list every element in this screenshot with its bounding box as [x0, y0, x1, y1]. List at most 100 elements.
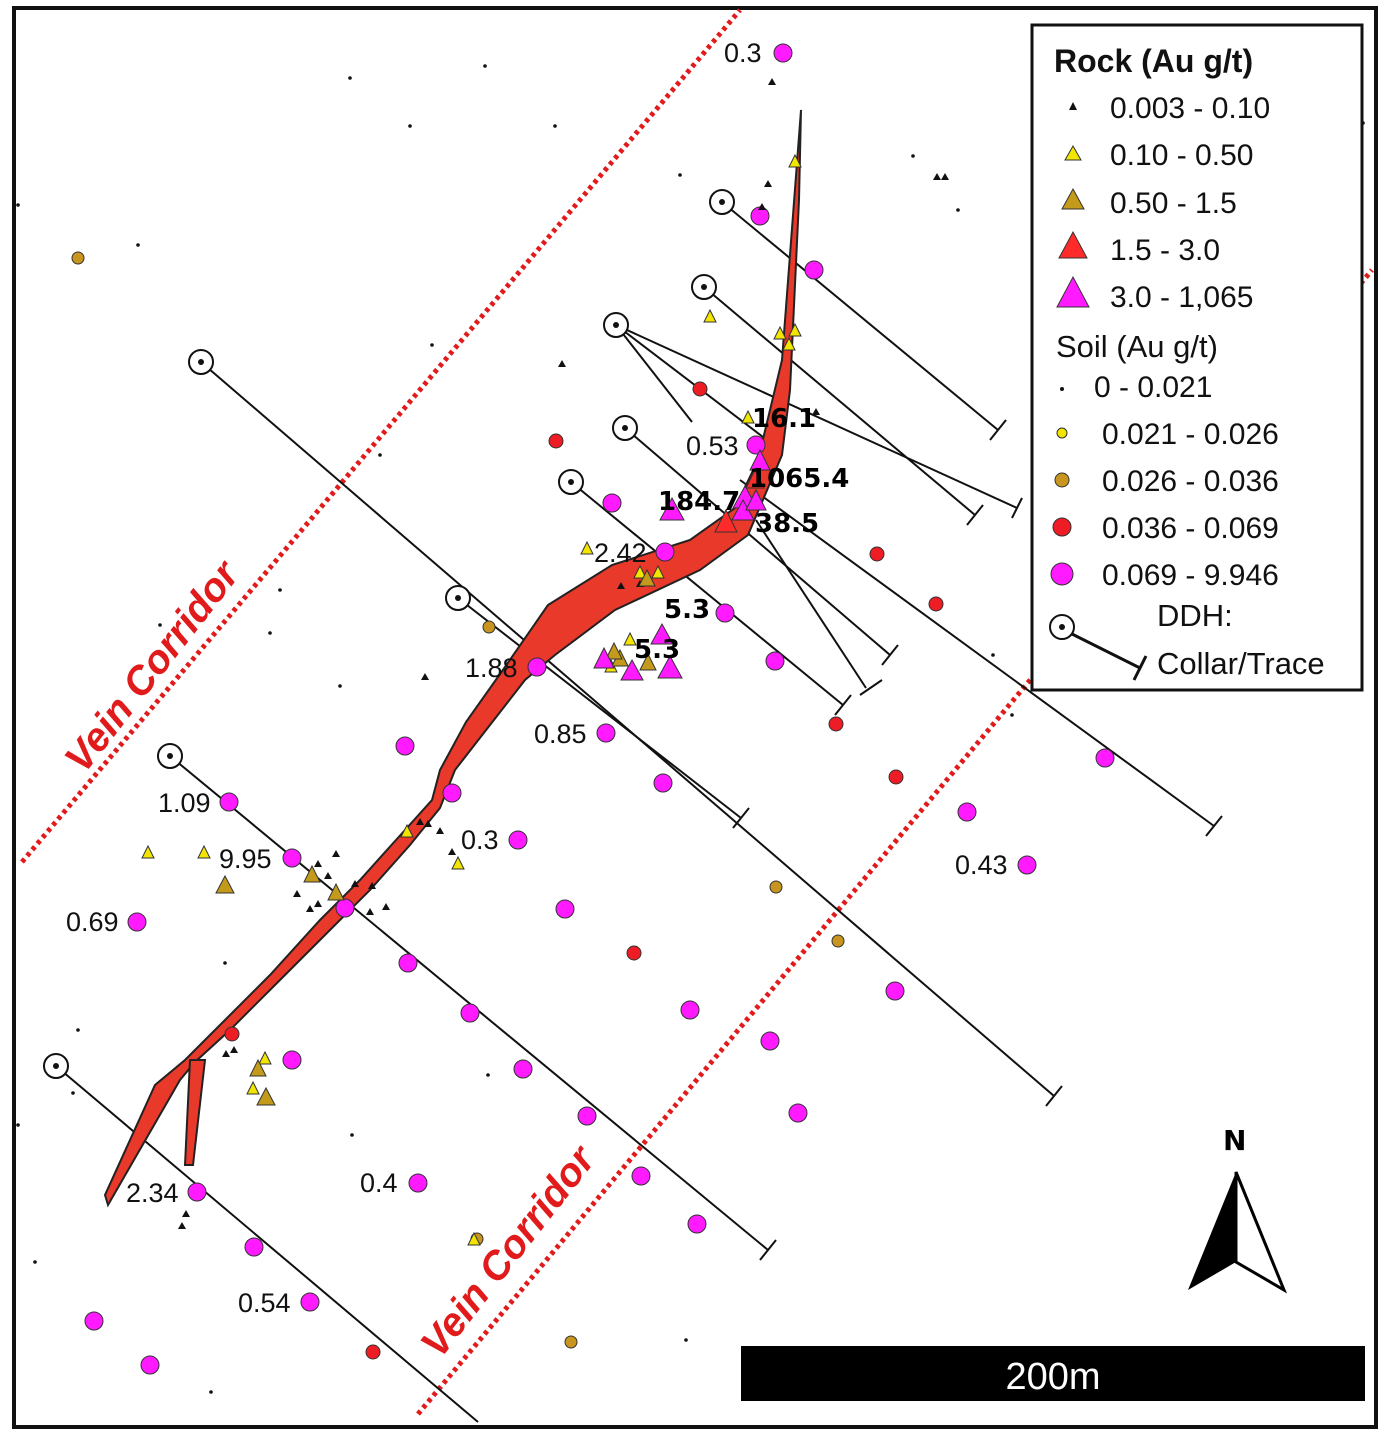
soil-sample — [128, 913, 146, 931]
sample-label: 0.43 — [955, 850, 1008, 880]
ddh-collar — [604, 313, 628, 337]
sample-label: 0.53 — [686, 431, 739, 461]
soil-sample — [681, 1001, 699, 1019]
soil-sample — [72, 252, 84, 264]
sample-label: 16.1 — [752, 404, 816, 434]
soil-sample — [556, 900, 574, 918]
sample-label: 38.5 — [755, 509, 819, 539]
ddh-collar — [559, 470, 583, 494]
legend-rock-item: 3.0 - 1,065 — [1110, 281, 1253, 314]
soil-sample — [766, 652, 784, 670]
soil-sample — [747, 436, 765, 454]
legend-ddh-label: Collar/Trace — [1157, 646, 1325, 681]
soil-sample — [283, 849, 301, 867]
ddh-collar — [613, 416, 637, 440]
soil-sample — [528, 658, 546, 676]
circle-icon — [1053, 518, 1071, 536]
legend-rock-title: Rock (Au g/t) — [1054, 43, 1253, 79]
sample-label: 0.85 — [534, 719, 587, 749]
legend-rock-item: 0.003 - 0.10 — [1110, 92, 1270, 125]
soil-sample — [627, 946, 641, 960]
soil-sample — [565, 1336, 577, 1348]
soil-sample — [1096, 749, 1114, 767]
soil-sample — [483, 621, 495, 633]
soil-sample — [399, 954, 417, 972]
legend-rock-item: 1.5 - 3.0 — [1110, 234, 1220, 267]
scale-bar: 200m — [741, 1346, 1365, 1401]
legend-soil-title: Soil (Au g/t) — [1056, 329, 1218, 364]
legend-soil-item: 0 - 0.021 — [1094, 371, 1212, 404]
soil-sample — [396, 737, 414, 755]
legend-rock-item: 0.50 - 1.5 — [1110, 187, 1237, 220]
soil-sample — [693, 382, 707, 396]
sample-label: 0.4 — [360, 1168, 398, 1198]
sample-label: 0.3 — [724, 38, 762, 68]
ddh-collar — [44, 1054, 68, 1078]
map-legend: Rock (Au g/t) 0.003 - 0.10 0.10 - 0.50 0… — [1032, 25, 1362, 690]
soil-sample — [716, 604, 734, 622]
legend-rock-item: 0.10 - 0.50 — [1110, 139, 1253, 172]
soil-sample — [578, 1107, 596, 1125]
circle-icon — [1057, 428, 1067, 438]
soil-sample — [770, 881, 782, 893]
sample-label: 2.42 — [594, 538, 647, 568]
soil-sample — [789, 1104, 807, 1122]
soil-sample — [832, 935, 844, 947]
soil-sample — [1018, 856, 1036, 874]
scale-bar-label: 200m — [1005, 1356, 1100, 1398]
soil-sample — [409, 1174, 427, 1192]
soil-sample — [958, 803, 976, 821]
soil-sample — [603, 494, 621, 512]
legend-soil-item: 0.021 - 0.026 — [1102, 418, 1279, 451]
soil-sample — [141, 1356, 159, 1374]
ddh-collar — [710, 190, 734, 214]
soil-sample — [654, 774, 672, 792]
soil-sample — [301, 1293, 319, 1311]
sample-label: 5.3 — [634, 635, 680, 665]
sample-label: 1065.4 — [749, 464, 849, 494]
soil-sample — [688, 1215, 706, 1233]
soil-sample — [514, 1060, 532, 1078]
soil-sample — [829, 717, 843, 731]
soil-sample — [509, 831, 527, 849]
sample-label: 184.7 — [658, 487, 740, 517]
soil-sample — [443, 784, 461, 802]
soil-sample — [461, 1004, 479, 1022]
legend-soil-item: 0.026 - 0.036 — [1102, 465, 1279, 498]
soil-sample — [761, 1032, 779, 1050]
circle-icon — [1051, 563, 1073, 585]
legend-soil-item: 0.036 - 0.069 — [1102, 512, 1279, 545]
soil-sample — [245, 1238, 263, 1256]
soil-sample — [366, 1345, 380, 1359]
soil-sample — [220, 793, 238, 811]
soil-sample — [336, 899, 354, 917]
north-label: N — [1223, 1124, 1246, 1157]
legend-ddh-label: DDH: — [1157, 598, 1233, 633]
soil-sample — [805, 261, 823, 279]
soil-sample — [889, 770, 903, 784]
sample-label: 0.54 — [238, 1288, 291, 1318]
dot-icon — [1060, 387, 1064, 391]
sample-label: 0.3 — [461, 825, 499, 855]
soil-sample — [85, 1312, 103, 1330]
soil-sample — [225, 1027, 239, 1041]
soil-sample — [929, 597, 943, 611]
ddh-collar — [446, 586, 470, 610]
sample-label: 1.09 — [158, 788, 211, 818]
sample-label: 0.69 — [66, 907, 119, 937]
ddh-collar — [692, 275, 716, 299]
soil-sample — [549, 434, 563, 448]
soil-sample — [870, 547, 884, 561]
ddh-collar — [189, 350, 213, 374]
sample-label: 2.34 — [126, 1178, 179, 1208]
soil-sample — [188, 1183, 206, 1201]
soil-sample — [597, 724, 615, 742]
ddh-collar — [158, 744, 182, 768]
soil-sample — [656, 543, 674, 561]
sample-label: 1.88 — [465, 653, 518, 683]
sample-label: 9.95 — [219, 844, 272, 874]
soil-sample — [774, 44, 792, 62]
soil-sample — [632, 1167, 650, 1185]
